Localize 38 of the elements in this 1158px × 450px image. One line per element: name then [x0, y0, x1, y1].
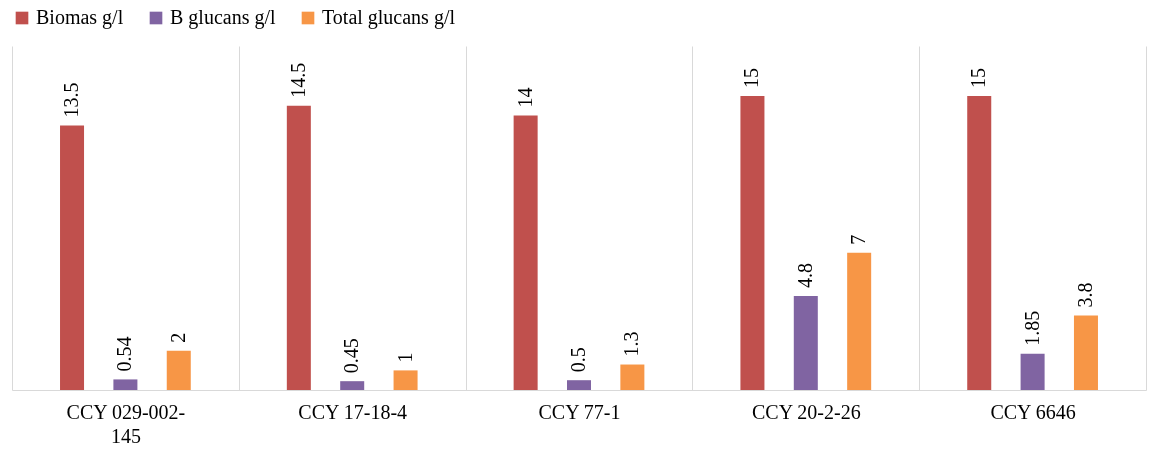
data-label: 0.5 — [567, 347, 589, 373]
bar — [513, 115, 538, 390]
data-label: 1.3 — [620, 331, 643, 357]
legend-label: Biomas g/l — [36, 6, 124, 29]
data-label: 15 — [967, 67, 990, 88]
data-label: 4.8 — [793, 262, 816, 288]
bar — [740, 95, 765, 390]
bar — [967, 95, 992, 390]
bar — [793, 295, 818, 390]
bar — [166, 350, 191, 390]
data-label: 13.5 — [60, 82, 83, 118]
data-label: 7 — [847, 234, 870, 245]
data-label: 0.45 — [340, 338, 363, 374]
data-label: 1 — [393, 352, 416, 363]
x-tick-label: CCY 77-1 — [538, 400, 621, 423]
bar — [113, 379, 138, 390]
data-label: 0.54 — [113, 336, 136, 372]
bar — [1020, 353, 1045, 390]
data-label: 15 — [740, 67, 763, 88]
data-label: 14.5 — [286, 62, 309, 98]
data-label: 14 — [513, 87, 536, 108]
bar — [566, 380, 592, 390]
legend-label: Total glucans g/l — [322, 6, 456, 29]
x-tick-label: CCY 17-18-4 — [298, 400, 408, 423]
bar — [340, 381, 365, 390]
x-tick-label: CCY 6646 — [990, 400, 1076, 423]
bar — [1073, 315, 1098, 390]
bar — [847, 252, 872, 390]
x-tick-label: CCY 029-002-145 — [66, 400, 186, 447]
legend-label: B glucans g/l — [170, 6, 276, 29]
bar — [393, 370, 418, 390]
bar — [286, 105, 311, 390]
data-label: 3.8 — [1073, 282, 1096, 308]
data-label: 1.85 — [1020, 310, 1043, 346]
bar — [620, 364, 645, 390]
bar — [60, 125, 85, 390]
data-label: 2 — [166, 332, 189, 343]
x-tick-label: CCY 20-2-26 — [751, 400, 861, 423]
